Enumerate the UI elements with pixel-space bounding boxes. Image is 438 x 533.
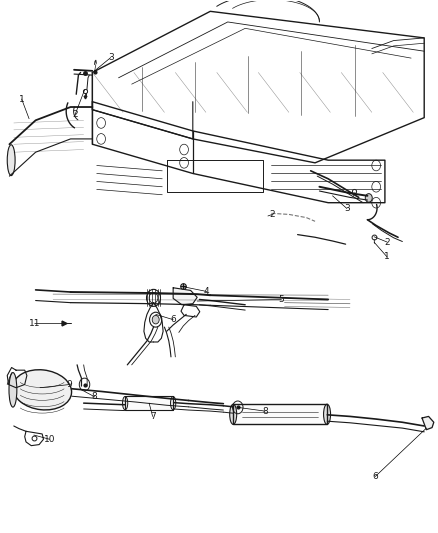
Text: 2: 2 [384,238,390,247]
Polygon shape [125,397,173,410]
Ellipse shape [9,373,17,407]
Ellipse shape [13,370,71,410]
Text: 4: 4 [204,287,210,296]
Text: 8: 8 [262,407,268,416]
Circle shape [365,193,372,202]
Polygon shape [422,416,434,430]
Text: 2: 2 [72,110,78,119]
Text: 5: 5 [279,295,284,304]
Text: 3: 3 [344,204,350,213]
Text: 3: 3 [108,53,113,62]
Polygon shape [233,404,327,424]
Ellipse shape [324,404,331,424]
Ellipse shape [170,397,176,410]
Text: 6: 6 [170,315,176,324]
Text: 6: 6 [372,472,378,481]
Text: 11: 11 [29,319,40,328]
Text: 9: 9 [67,380,73,389]
Ellipse shape [123,397,128,410]
Circle shape [152,316,159,324]
Ellipse shape [230,404,237,424]
Text: 2: 2 [269,210,275,219]
Text: 10: 10 [44,435,55,444]
Text: 1: 1 [19,94,25,103]
Polygon shape [173,288,197,305]
Text: 8: 8 [92,392,97,401]
Text: 1: 1 [384,253,390,261]
Ellipse shape [7,145,15,175]
Text: 7: 7 [150,412,155,421]
